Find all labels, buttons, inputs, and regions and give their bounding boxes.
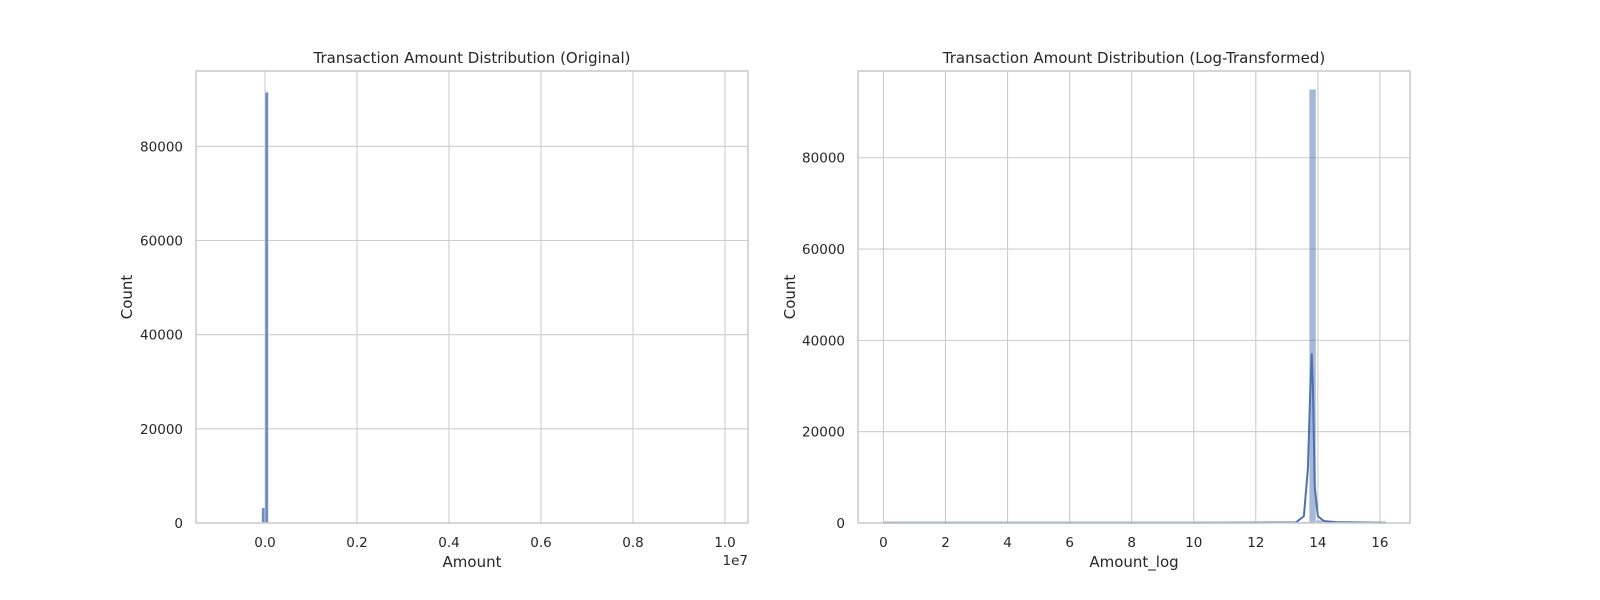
y-tick-labels: 0 20000 40000 60000 80000	[140, 139, 183, 532]
x-tick-label: 0.0	[254, 535, 275, 551]
histogram-bar	[261, 507, 266, 524]
chart-title: Transaction Amount Distribution (Origina…	[313, 49, 631, 67]
y-tick-label: 0	[836, 516, 845, 532]
y-axis-label: Count	[118, 275, 136, 320]
x-tick-label: 6	[1065, 535, 1074, 551]
x-tick-label: 4	[1003, 535, 1012, 551]
plot-frame	[857, 70, 1411, 524]
x-tick-label: 0.6	[530, 535, 551, 551]
y-tick-label: 20000	[802, 425, 845, 441]
x-tick-label: 0.2	[346, 535, 367, 551]
x-tick-label: 10	[1185, 535, 1202, 551]
chart-original: Transaction Amount Distribution (Origina…	[118, 49, 749, 571]
y-tick-label: 40000	[140, 328, 183, 344]
y-tick-label: 60000	[140, 234, 183, 250]
x-tick-label: 8	[1127, 535, 1136, 551]
histogram-bar	[264, 91, 269, 524]
x-tick-label: 16	[1371, 535, 1388, 551]
y-tick-label: 80000	[802, 151, 845, 167]
y-tick-label: 40000	[802, 333, 845, 349]
x-tick-label: 14	[1309, 535, 1326, 551]
plot-frame	[195, 70, 749, 524]
x-axis-label: Amount	[443, 553, 502, 571]
chart-log-transformed: Transaction Amount Distribution (Log-Tra…	[781, 49, 1411, 572]
y-tick-label: 0	[174, 516, 183, 532]
grid	[858, 71, 1410, 523]
x-tick-label: 12	[1247, 535, 1264, 551]
bars	[261, 91, 273, 524]
x-tick-label: 0.4	[438, 535, 459, 551]
chart-title: Transaction Amount Distribution (Log-Tra…	[942, 49, 1325, 67]
y-tick-labels: 0 20000 40000 60000 80000	[802, 151, 845, 532]
bars	[1302, 89, 1330, 524]
x-tick-label: 0	[879, 535, 888, 551]
x-tick-labels: 0.0 0.2 0.4 0.6 0.8 1.0	[254, 535, 735, 551]
x-tick-labels: 0 2 4 6 8 10 12 14 16	[879, 535, 1388, 551]
x-offset-label: 1e7	[723, 553, 748, 569]
x-axis-label: Amount_log	[1089, 553, 1178, 572]
y-tick-label: 60000	[802, 242, 845, 258]
x-tick-label: 1.0	[714, 535, 735, 551]
x-tick-label: 0.8	[622, 535, 643, 551]
y-tick-label: 20000	[140, 422, 183, 438]
x-tick-label: 2	[941, 535, 950, 551]
y-axis-label: Count	[781, 275, 799, 320]
grid	[196, 71, 748, 523]
y-tick-label: 80000	[140, 139, 183, 155]
